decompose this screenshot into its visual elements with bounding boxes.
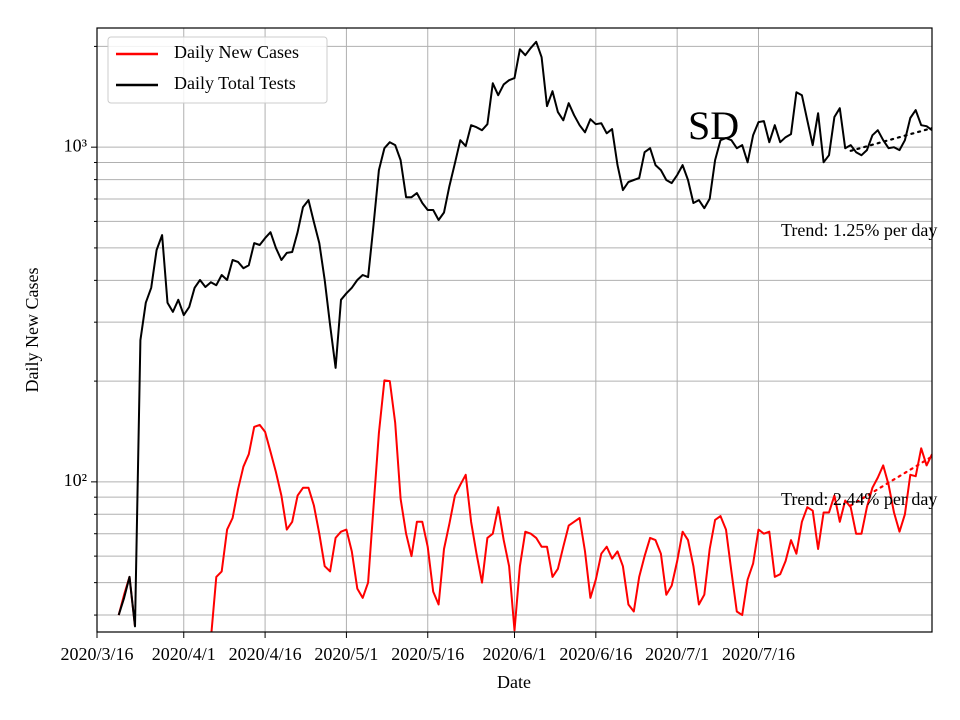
ticks: 2020/3/16 2020/4/1 2020/4/16 2020/5/1 2020/5… (60, 45, 795, 664)
x-tick-label: 2020/3/16 (60, 644, 133, 664)
trend-line (849, 455, 932, 507)
legend-label: Daily New Cases (174, 42, 299, 62)
trend-line (849, 127, 932, 152)
x-tick-label: 2020/6/1 (482, 644, 546, 664)
x-axis-label: Date (497, 672, 531, 692)
y-tick-label: 10² (64, 470, 87, 490)
plot-area (117, 40, 932, 632)
x-tick-label: 2020/7/1 (645, 644, 709, 664)
x-tick-label: 2020/6/16 (559, 644, 632, 664)
y-tick-label: 10³ (64, 135, 88, 155)
x-tick-label: 2020/5/1 (314, 644, 378, 664)
x-tick-label: 2020/5/16 (391, 644, 464, 664)
data-line (117, 40, 932, 628)
trend-annotation: Trend: 2.44% per day (781, 489, 937, 509)
x-tick-label: 2020/4/16 (229, 644, 302, 664)
x-tick-label: 2020/7/16 (722, 644, 795, 664)
trend-annotation: Trend: 1.25% per day (781, 220, 937, 240)
legend-label: Daily Total Tests (174, 73, 296, 93)
x-tick-label: 2020/4/1 (152, 644, 216, 664)
legend-box (107, 36, 328, 104)
chart-title: SD (688, 103, 739, 148)
grid (96, 28, 932, 632)
legend: Daily New Cases Daily Total Tests (107, 36, 328, 104)
y-axis-label: Daily New Cases (22, 268, 42, 393)
